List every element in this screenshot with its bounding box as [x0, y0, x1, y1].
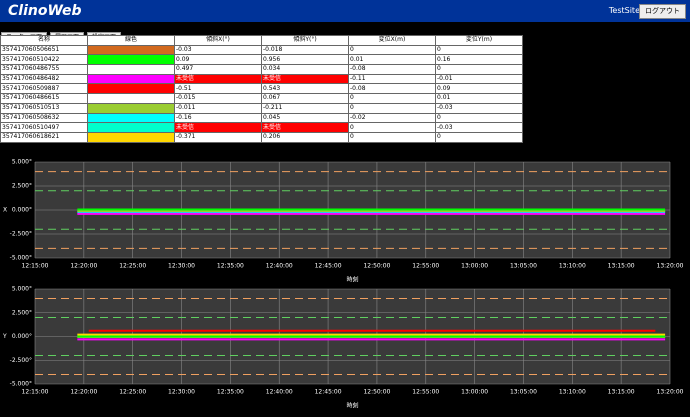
x-tick-label: 13:10:00: [559, 389, 586, 396]
x-tick-label: 13:00:00: [461, 389, 488, 396]
y-tick-label: 0.000°: [12, 333, 32, 340]
sensor-row: 357417060510422 0.09 0.956 0.01 0.16: [0, 54, 523, 66]
x-tick-label: 12:30:00: [168, 389, 195, 396]
x-tick-label: 12:45:00: [315, 263, 342, 270]
y-tick-label: -5.000°: [10, 255, 32, 262]
app-title: ClinoWeb: [8, 3, 82, 19]
sensor-row: 357417060486482 未受信 未受信 -0.11 -0.01: [0, 73, 523, 85]
x-tick-label: 12:25:00: [119, 263, 146, 270]
x-tick-label: 12:25:00: [119, 389, 146, 396]
y-tick-label: -5.000°: [10, 381, 32, 388]
x-tick-label: 13:05:00: [510, 263, 537, 270]
x-tick-label: 13:15:00: [608, 263, 635, 270]
x-tick-label: 12:55:00: [412, 389, 439, 396]
sensor-row: 357417060486755 0.497 0.034 -0.08 0: [0, 64, 523, 75]
x-tick-label: 12:50:00: [363, 389, 390, 396]
y-tick-label: 2.500°: [12, 309, 32, 316]
x-tick-label: 12:50:00: [363, 263, 390, 270]
x-tick-label: 12:35:00: [217, 263, 244, 270]
x-tick-label: 13:05:00: [510, 389, 537, 396]
x-axis-label: 時刻: [346, 276, 358, 284]
sensor-table: 名称 線色 傾斜X(°) 傾斜Y(°) 変位X(m) 変位Y(m) 357417060506…: [0, 35, 523, 143]
y-tick-label: 5.000°: [12, 159, 32, 166]
x-tick-label: 13:00:00: [461, 263, 488, 270]
x-tick-label: 12:45:00: [315, 389, 342, 396]
x-tick-label: 12:15:00: [22, 389, 49, 396]
x-tick-label: 12:20:00: [70, 389, 97, 396]
sensor-row: 357417060618621 -0.371 0.206 0 0: [0, 131, 523, 143]
x-tick-label: 12:30:00: [168, 263, 195, 270]
y-tick-label: 2.500°: [12, 183, 32, 190]
x-tick-label: 13:10:00: [559, 263, 586, 270]
logout-button[interactable]: ログアウト: [639, 4, 686, 19]
sensor-row: 357417060510497 未受信 未受信 0 -0.03: [0, 122, 523, 133]
cell: 0: [435, 131, 523, 143]
y-tick-label: 0.000°: [12, 207, 32, 214]
y-tick-label: -2.500°: [10, 357, 32, 364]
site-name: TestSite: [608, 6, 640, 15]
header: ClinoWeb TestSite ログアウト: [0, 0, 690, 22]
y-tick-label: 5.000°: [12, 286, 32, 293]
y-axis-label: Y: [2, 333, 7, 340]
x-tick-label: 12:55:00: [412, 263, 439, 270]
x-tick-label: 13:15:00: [608, 389, 635, 396]
x-tick-label: 12:40:00: [266, 263, 293, 270]
x-tick-label: 12:40:00: [266, 389, 293, 396]
sensor-row: 357417060509887 -0.51 0.543 -0.08 0.09: [0, 83, 523, 95]
x-tick-label: 12:15:00: [22, 263, 49, 270]
x-tick-label: 13:20:00: [657, 263, 684, 270]
x-tick-label: 12:20:00: [70, 263, 97, 270]
x-tick-label: 12:35:00: [217, 389, 244, 396]
header-row: 名称 線色 傾斜X(°) 傾斜Y(°) 変位X(m) 変位Y(m): [0, 35, 523, 46]
sensor-row: 357417060508632 -0.16 0.045 -0.02 0: [0, 112, 523, 124]
y-tick-label: -2.500°: [10, 231, 32, 238]
y-axis-label: X: [3, 207, 7, 214]
x-tick-label: 13:20:00: [657, 389, 684, 396]
x-axis-label: 時刻: [346, 402, 358, 410]
